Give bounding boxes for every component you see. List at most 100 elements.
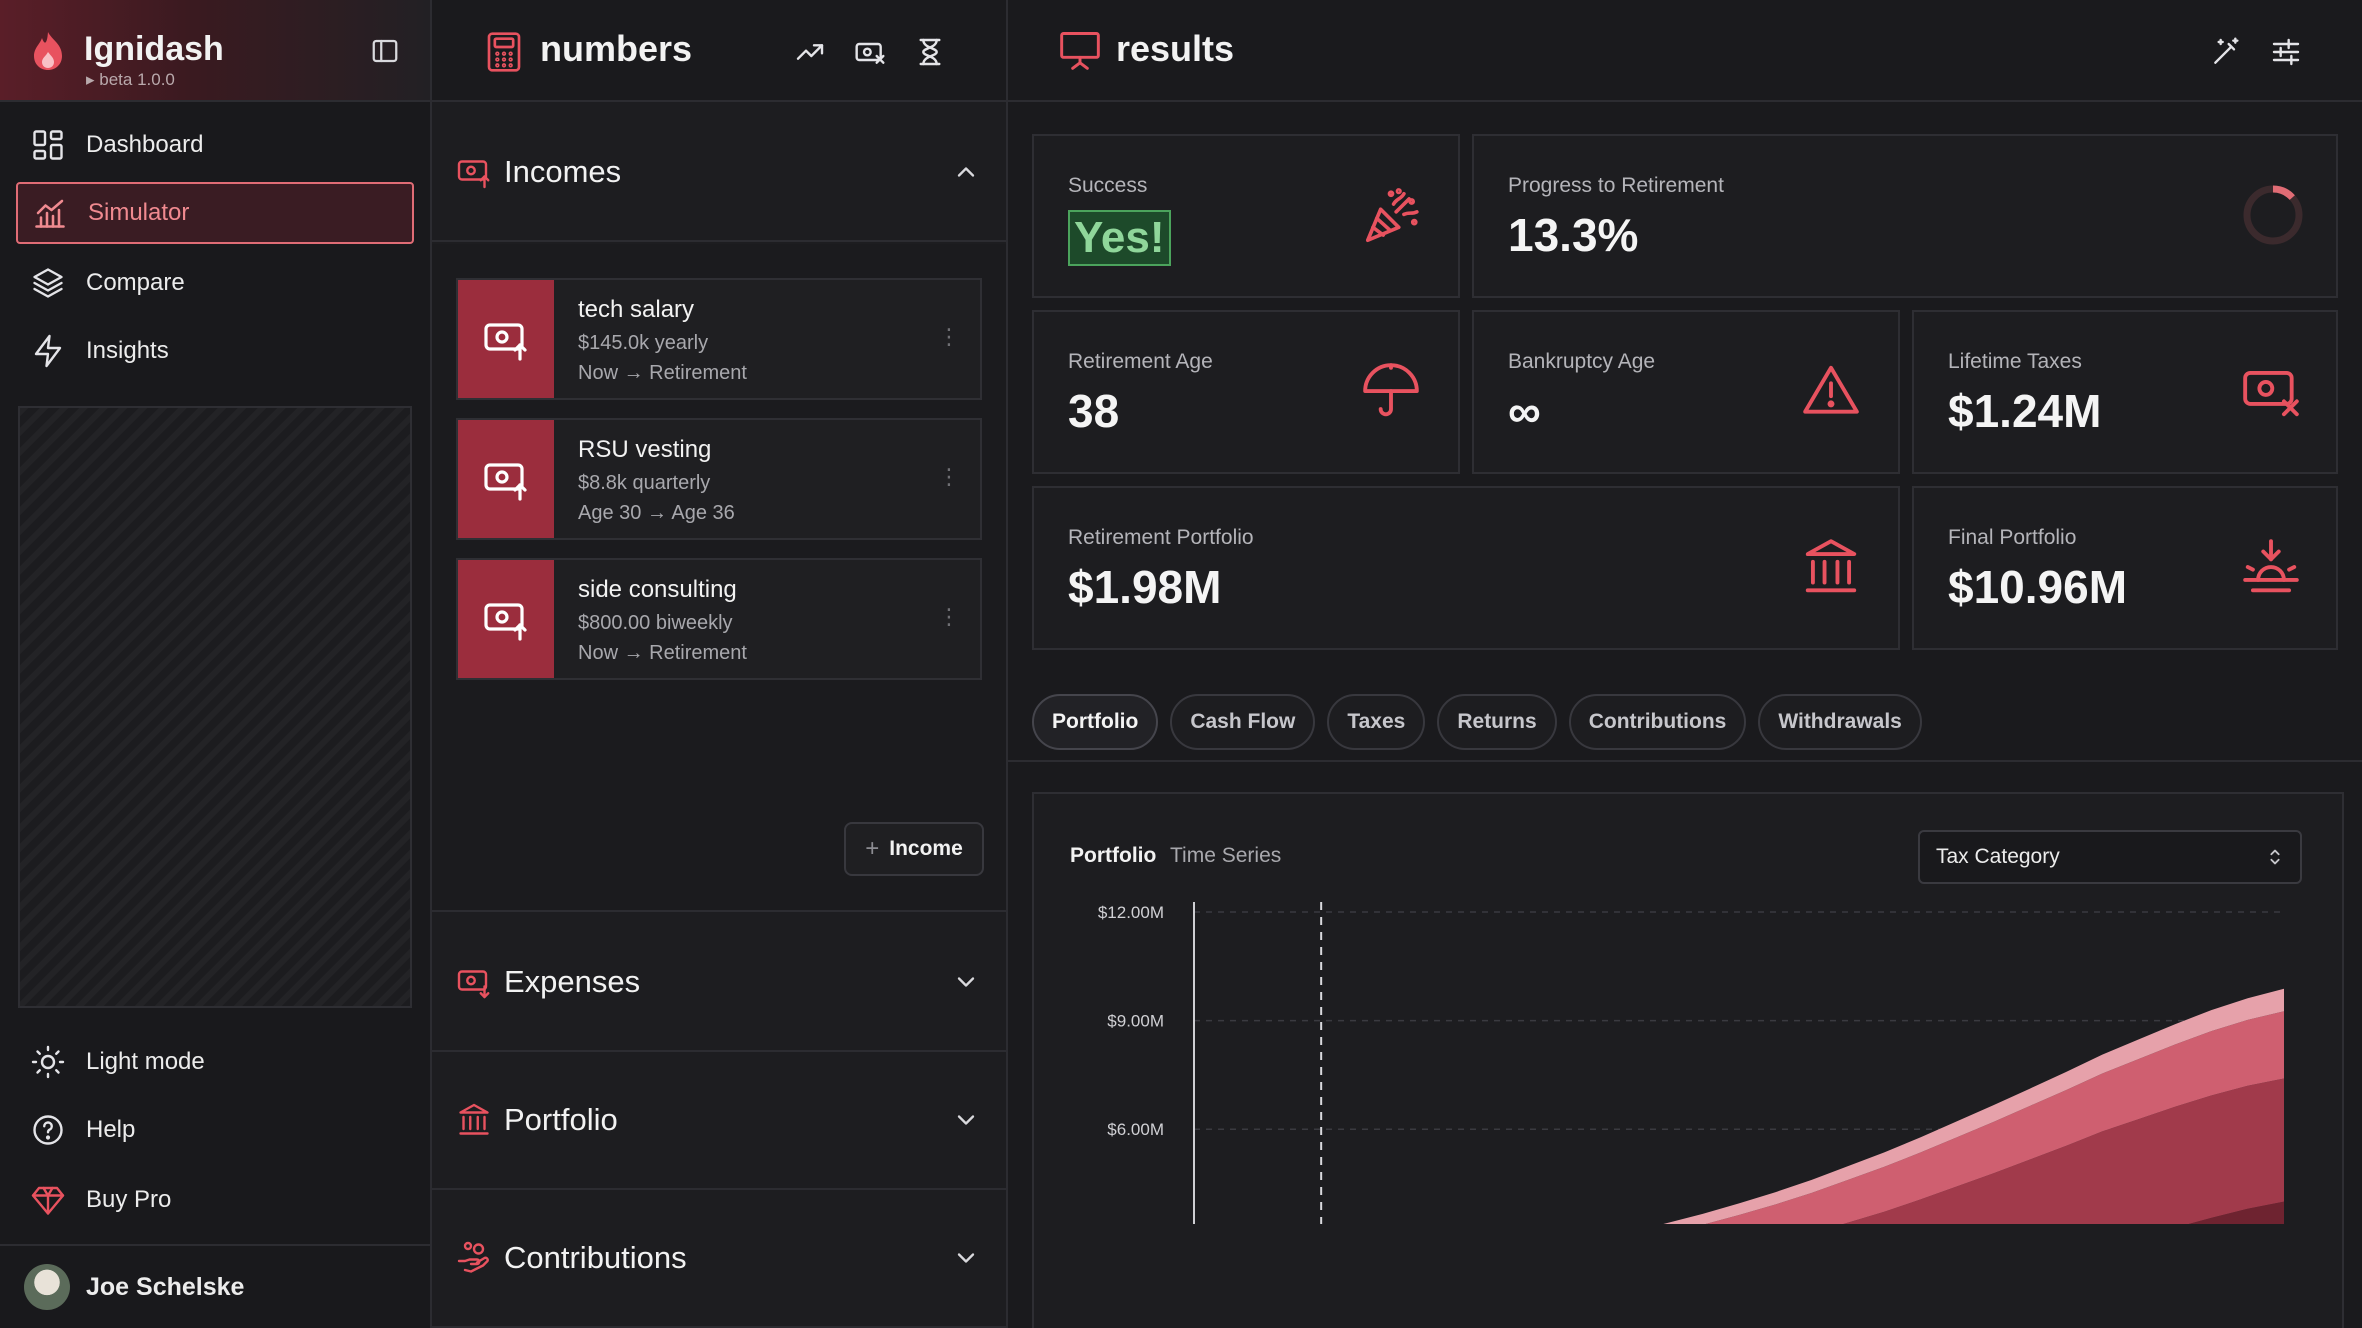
income-amount: $145.0k yearly: [578, 332, 709, 354]
success-value: Yes!: [1068, 210, 1171, 266]
income-badge: [458, 560, 554, 678]
nav-simulator[interactable]: Simulator: [16, 182, 414, 244]
tax-category-select[interactable]: Tax Category: [1918, 830, 2302, 884]
area-series-cash[interactable]: [1194, 988, 2284, 1224]
hand-coins-icon: [457, 1241, 489, 1273]
nav-insights[interactable]: Insights: [16, 320, 414, 382]
numbers-title: numbers: [540, 28, 693, 69]
help-circle-icon: [33, 1115, 63, 1145]
chevron-down-icon[interactable]: [952, 1106, 980, 1134]
calculator-icon: [487, 32, 521, 72]
sun-icon: [31, 1045, 65, 1079]
hourglass-icon[interactable]: [914, 36, 946, 68]
buy-pro-link[interactable]: Buy Pro: [16, 1170, 414, 1230]
y-tick-label: $9.00M: [1107, 1012, 1164, 1031]
income-name: side consulting: [578, 576, 737, 603]
income-card[interactable]: tech salary $145.0k yearly Now → Retirem…: [456, 278, 982, 400]
tab-cash-flow[interactable]: Cash Flow: [1170, 694, 1316, 750]
tab-portfolio[interactable]: Portfolio: [1032, 694, 1159, 750]
chevron-up-icon[interactable]: [952, 158, 980, 186]
success-card: Success Yes!: [1032, 134, 1460, 298]
warning-triangle-icon: [1803, 365, 1859, 414]
results-panel: results Success Yes! Progress to Retirem…: [1008, 0, 2362, 1328]
progress-value: 13.3%: [1508, 209, 1639, 261]
money-off-icon: [2243, 370, 2299, 417]
income-icon: [457, 160, 490, 189]
portfolio-label: Portfolio: [504, 1102, 618, 1137]
more-vertical-icon[interactable]: ⋮: [938, 604, 960, 629]
sliders-icon[interactable]: [2270, 36, 2302, 68]
app-name: Ignidash: [84, 30, 224, 68]
retirement-age-label: Retirement Age: [1068, 350, 1213, 373]
income-badge: [458, 280, 554, 398]
bank-icon: [1805, 539, 1857, 593]
presentation-icon: [1060, 32, 1100, 70]
bankruptcy-age-value: ∞: [1508, 385, 1541, 437]
area-series-tax-free[interactable]: [1194, 1011, 2284, 1224]
light-mode-toggle[interactable]: Light mode: [16, 1032, 414, 1092]
income-name: RSU vesting: [578, 436, 712, 463]
chevron-down-icon[interactable]: [952, 968, 980, 996]
more-vertical-icon[interactable]: ⋮: [938, 464, 960, 489]
nav-insights-label: Insights: [86, 337, 169, 364]
retirement-portfolio-value: $1.98M: [1068, 561, 1222, 613]
help-link[interactable]: Help: [16, 1100, 414, 1160]
y-tick-label: $12.00M: [1098, 903, 1164, 922]
tab-withdrawals[interactable]: Withdrawals: [1758, 694, 1922, 750]
results-tabs: Portfolio Cash Flow Taxes Returns Contri…: [1032, 694, 1922, 750]
income-period: Age 30 → Age 36: [578, 502, 735, 524]
magic-wand-icon[interactable]: [2210, 36, 2242, 68]
nav-simulator-label: Simulator: [88, 199, 190, 226]
area-series-taxable[interactable]: [1194, 1201, 2284, 1224]
sunset-icon: [2243, 539, 2299, 593]
light-mode-label: Light mode: [86, 1048, 205, 1075]
tax-category-value: Tax Category: [1936, 845, 2060, 868]
incomes-section-header[interactable]: Incomes: [432, 104, 1006, 242]
trending-up-icon[interactable]: [794, 36, 826, 68]
chevron-down-icon[interactable]: [952, 1244, 980, 1272]
nav-dashboard[interactable]: Dashboard: [16, 114, 414, 176]
area-series-tax-deferred[interactable]: [1194, 1078, 2284, 1225]
chart-subtitle: Time Series: [1170, 844, 1282, 867]
bankruptcy-age-label: Bankruptcy Age: [1508, 350, 1656, 373]
tab-contributions[interactable]: Contributions: [1568, 694, 1747, 750]
flame-logo-icon: [34, 32, 62, 70]
income-period: Now → Retirement: [578, 642, 747, 664]
income-card[interactable]: side consulting $800.00 biweekly Now → R…: [456, 558, 982, 680]
add-income-button[interactable]: + Income: [844, 822, 984, 876]
layers-icon: [33, 268, 63, 298]
nav-compare[interactable]: Compare: [16, 252, 414, 314]
income-card[interactable]: RSU vesting $8.8k quarterly Age 30 → Age…: [456, 418, 982, 540]
expenses-label: Expenses: [504, 964, 641, 999]
chevron-updown-icon: [2270, 849, 2280, 865]
party-popper-icon: [1365, 188, 1419, 243]
umbrella-icon: [1363, 363, 1419, 417]
nav-compare-label: Compare: [86, 269, 185, 296]
portfolio-section-header[interactable]: Portfolio: [432, 1052, 1006, 1190]
retirement-age-value: 38: [1068, 385, 1120, 437]
tab-taxes[interactable]: Taxes: [1327, 694, 1426, 750]
add-income-label: Income: [889, 837, 963, 860]
numbers-panel: numbers Incomes tech salary $145.0k year…: [432, 0, 1008, 1328]
income-name: tech salary: [578, 296, 695, 323]
numbers-header: numbers: [432, 0, 1006, 102]
tabs-divider: [1008, 760, 2362, 762]
buy-pro-label: Buy Pro: [86, 1186, 172, 1213]
contributions-section-header[interactable]: Contributions: [432, 1190, 1006, 1328]
diamond-icon: [31, 1186, 65, 1215]
more-vertical-icon[interactable]: ⋮: [938, 324, 960, 349]
incomes-list: tech salary $145.0k yearly Now → Retirem…: [432, 244, 1006, 912]
sidebar-toggle-icon[interactable]: [370, 36, 400, 66]
final-portfolio-value: $10.96M: [1948, 561, 2128, 613]
retirement-portfolio-label: Retirement Portfolio: [1068, 526, 1254, 549]
app-version-text: beta 1.0.0: [99, 70, 175, 89]
portfolio-area-chart[interactable]: $12.00M$9.00M$6.00M$3.00M: [1034, 894, 2342, 1224]
tab-returns[interactable]: Returns: [1437, 694, 1557, 750]
expenses-section-header[interactable]: Expenses: [432, 914, 1006, 1052]
progress-card: Progress to Retirement 13.3%: [1472, 134, 2338, 298]
help-label: Help: [86, 1116, 136, 1143]
income-icon: [484, 463, 527, 501]
results-header: results: [1008, 0, 2362, 102]
money-off-icon[interactable]: [854, 36, 886, 68]
user-profile[interactable]: Joe Schelske: [0, 1244, 430, 1328]
